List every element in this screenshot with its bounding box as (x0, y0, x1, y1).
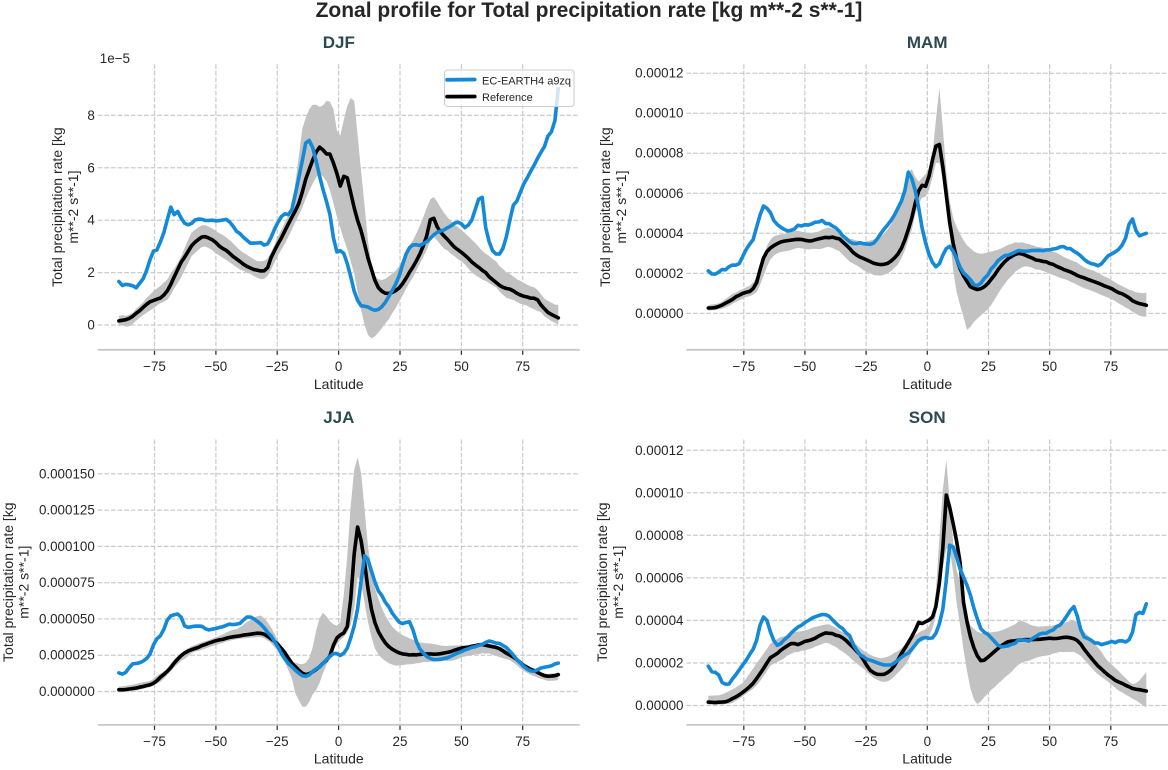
svg-text:0.00002: 0.00002 (635, 266, 683, 281)
svg-text:−50: −50 (205, 734, 228, 749)
svg-text:Zonal profile for Total precip: Zonal profile for Total precipitation ra… (316, 0, 863, 22)
svg-text:4: 4 (87, 213, 95, 228)
svg-text:−25: −25 (855, 734, 878, 749)
svg-text:0.000150: 0.000150 (39, 466, 95, 481)
svg-text:0.00010: 0.00010 (635, 106, 683, 121)
svg-text:0.000025: 0.000025 (39, 648, 95, 663)
svg-text:0.00004: 0.00004 (635, 613, 684, 628)
svg-text:MAM: MAM (907, 33, 948, 52)
svg-text:Total precipitation rate [kg: Total precipitation rate [kg (0, 502, 16, 662)
svg-text:25: 25 (393, 359, 408, 374)
svg-text:−75: −75 (143, 359, 166, 374)
svg-text:m**-2 s**-1]: m**-2 s**-1] (16, 546, 32, 619)
svg-text:−50: −50 (794, 359, 817, 374)
svg-text:Total precipitation rate [kg: Total precipitation rate [kg (49, 127, 65, 287)
svg-text:0: 0 (87, 318, 94, 333)
svg-text:0.00004: 0.00004 (635, 226, 684, 241)
svg-text:75: 75 (515, 359, 530, 374)
svg-text:25: 25 (981, 359, 996, 374)
svg-text:−50: −50 (794, 734, 817, 749)
svg-text:−75: −75 (732, 359, 755, 374)
svg-text:Latitude: Latitude (902, 376, 952, 392)
svg-text:−75: −75 (143, 734, 166, 749)
svg-text:0: 0 (924, 734, 931, 749)
svg-text:m**-2 s**-1]: m**-2 s**-1] (65, 171, 81, 244)
svg-text:0.00008: 0.00008 (635, 528, 683, 543)
svg-text:0.00012: 0.00012 (635, 66, 683, 81)
svg-text:0.00008: 0.00008 (635, 146, 683, 161)
svg-text:6: 6 (87, 160, 94, 175)
svg-text:0.000050: 0.000050 (39, 611, 95, 626)
svg-text:−50: −50 (205, 359, 228, 374)
svg-text:−25: −25 (266, 734, 289, 749)
svg-text:0.000075: 0.000075 (39, 575, 95, 590)
svg-text:2: 2 (87, 265, 94, 280)
svg-text:75: 75 (1103, 359, 1118, 374)
svg-text:0.00010: 0.00010 (635, 485, 683, 500)
svg-text:50: 50 (454, 734, 469, 749)
svg-text:50: 50 (454, 359, 469, 374)
svg-text:0.00006: 0.00006 (635, 186, 683, 201)
svg-text:Latitude: Latitude (314, 751, 364, 766)
svg-text:0.000000: 0.000000 (39, 684, 95, 699)
svg-text:50: 50 (1042, 734, 1057, 749)
svg-text:Total precipitation rate [kg: Total precipitation rate [kg (594, 502, 610, 662)
svg-text:DJF: DJF (323, 33, 355, 52)
svg-text:0.000125: 0.000125 (39, 503, 95, 518)
svg-text:25: 25 (981, 734, 996, 749)
svg-text:75: 75 (1103, 734, 1118, 749)
svg-text:EC-EARTH4 a9zq: EC-EARTH4 a9zq (482, 76, 571, 88)
svg-text:0.000100: 0.000100 (39, 539, 95, 554)
svg-text:0.00006: 0.00006 (635, 570, 683, 585)
svg-text:−75: −75 (732, 734, 755, 749)
svg-text:Total precipitation rate [kg: Total precipitation rate [kg (597, 127, 613, 287)
svg-text:0: 0 (335, 734, 342, 749)
svg-text:JJA: JJA (323, 408, 354, 427)
svg-text:−25: −25 (266, 359, 289, 374)
svg-text:0.00000: 0.00000 (635, 306, 683, 321)
svg-text:0.00000: 0.00000 (635, 698, 683, 713)
svg-text:1e−5: 1e−5 (100, 51, 130, 66)
svg-text:0: 0 (335, 359, 342, 374)
svg-text:0.00012: 0.00012 (635, 443, 683, 458)
svg-text:m**-2 s**-1]: m**-2 s**-1] (610, 546, 626, 619)
svg-text:Reference: Reference (482, 92, 533, 104)
svg-text:Latitude: Latitude (902, 751, 952, 766)
svg-text:75: 75 (515, 734, 530, 749)
svg-text:0.00002: 0.00002 (635, 656, 683, 671)
svg-text:50: 50 (1042, 359, 1057, 374)
svg-text:m**-2 s**-1]: m**-2 s**-1] (613, 171, 629, 244)
svg-text:8: 8 (87, 108, 94, 123)
svg-text:SON: SON (909, 408, 946, 427)
svg-text:0: 0 (924, 359, 931, 374)
svg-text:−25: −25 (855, 359, 878, 374)
svg-text:25: 25 (393, 734, 408, 749)
svg-text:Latitude: Latitude (314, 376, 364, 392)
